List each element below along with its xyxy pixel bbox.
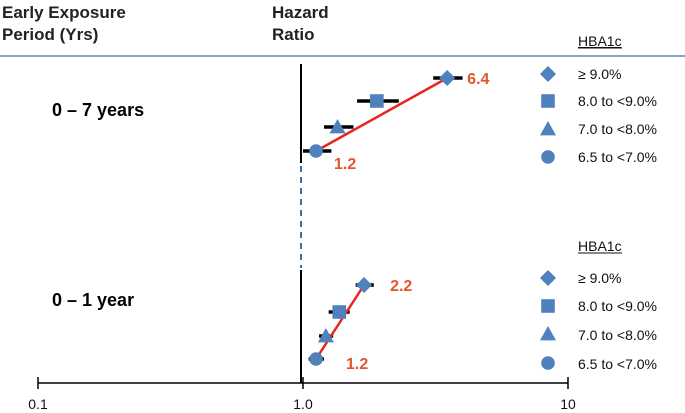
x-tick-label-0: 0.1: [28, 396, 48, 412]
point-p2-circle: [309, 352, 323, 366]
legend-markers: [540, 66, 556, 370]
legend-text-p1-7to8: 7.0 to <8.0%: [578, 121, 657, 137]
header-exposure-line1: Early Exposure: [2, 3, 126, 22]
legend-title-panel2: HBA1c: [578, 238, 622, 254]
header-hazard-line1: Hazard: [272, 3, 329, 22]
legend-marker-p2-circle: [541, 356, 555, 370]
legend-marker-p1-square: [541, 94, 555, 108]
legend-text-p2-8to9: 8.0 to <9.0%: [578, 298, 657, 314]
x-tick-label-1: 1.0: [293, 396, 313, 412]
point-p2-square: [332, 305, 347, 319]
legend-marker-p2-square: [541, 299, 555, 313]
panel-label-0-7-years: 0 – 7 years: [52, 100, 144, 120]
annotation-high-p2: 2.2: [390, 278, 412, 295]
legend-text-p2-7to8: 7.0 to <8.0%: [578, 327, 657, 343]
trend-line-p2: [314, 284, 366, 360]
panel-label-0-1-year: 0 – 1 year: [52, 290, 134, 310]
legend-marker-p2-triangle: [540, 326, 556, 341]
header-exposure-line2: Period (Yrs): [2, 25, 98, 44]
point-p2-diamond: [356, 277, 373, 293]
legend-text-p1-65to7: 6.5 to <7.0%: [578, 149, 657, 165]
x-axis-ticks: 0.1 1.0 10: [28, 377, 576, 412]
annotation-low-p2: 1.2: [346, 356, 368, 373]
legend-text-p1-ge9: ≥ 9.0%: [578, 66, 621, 82]
annotation-low-p1: 1.2: [334, 156, 356, 173]
legend-marker-p1-circle: [541, 150, 555, 164]
legend-text-p2-ge9: ≥ 9.0%: [578, 270, 621, 286]
x-tick-label-2: 10: [560, 396, 576, 412]
point-p2-triangle: [317, 328, 334, 343]
legend-text-p1-8to9: 8.0 to <9.0%: [578, 93, 657, 109]
point-p1-square: [370, 94, 384, 108]
point-p1-diamond: [439, 70, 456, 86]
legend-title-panel1: HBA1c: [578, 33, 622, 49]
legend-marker-p2-diamond: [540, 270, 556, 286]
point-p1-circle: [309, 144, 323, 158]
trend-line-p1: [315, 76, 448, 153]
annotation-high-p1: 6.4: [467, 71, 489, 88]
data-marks: 6.4 1.2 2.2 1.2: [303, 70, 490, 373]
legend-marker-p1-triangle: [540, 121, 556, 136]
legend-marker-p1-diamond: [540, 66, 556, 82]
header-hazard-line2: Ratio: [272, 25, 315, 44]
legend-text-p2-65to7: 6.5 to <7.0%: [578, 356, 657, 372]
point-p1-triangle: [329, 119, 346, 134]
